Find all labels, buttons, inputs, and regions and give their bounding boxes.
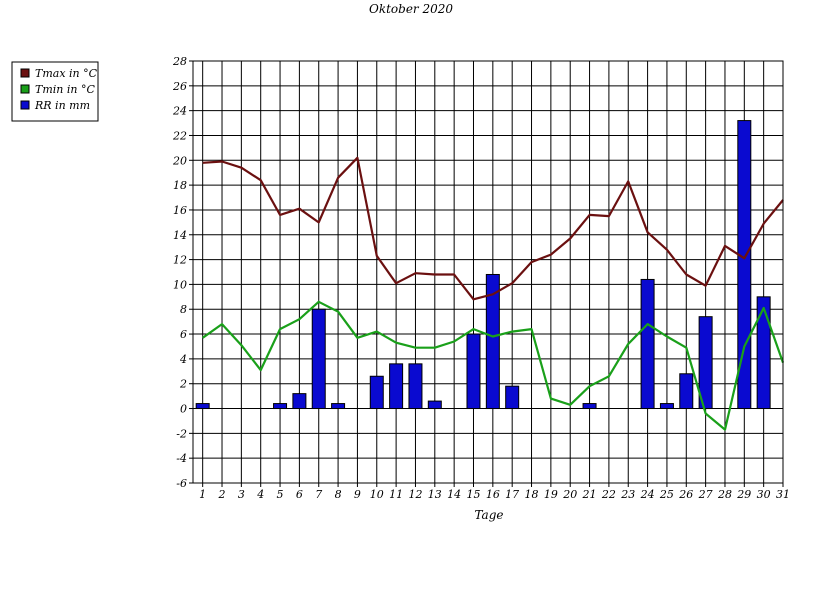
plot-frame — [192, 60, 784, 484]
chart-title: Oktober 2020 — [369, 2, 453, 16]
bar-rr-day-10 — [369, 375, 384, 410]
y-tick-label: -4 — [176, 452, 187, 465]
y-tick-label: 20 — [172, 154, 187, 167]
x-tick-label: 14 — [447, 488, 461, 501]
x-tick-label: 31 — [776, 488, 790, 501]
y-tick-label: 28 — [172, 55, 187, 68]
bar-rr-day-16 — [485, 273, 500, 410]
bar-rr-day-26 — [679, 373, 694, 410]
legend-label-2: RR in mm — [34, 99, 90, 112]
x-tick-label: 21 — [582, 488, 597, 501]
bar-rr-day-15 — [466, 333, 481, 410]
x-tick-label: 16 — [486, 488, 500, 501]
x-tick-label: 28 — [717, 488, 732, 501]
x-tick-label: 20 — [562, 488, 577, 501]
bar-rr-day-7 — [311, 308, 326, 410]
x-tick-label: 11 — [389, 488, 403, 501]
grid — [193, 60, 784, 484]
x-tick-label: 30 — [757, 488, 771, 501]
bar-rr-day-25 — [659, 403, 674, 410]
bar-rr-day-30 — [756, 296, 771, 410]
bar-rr-day-8 — [331, 403, 346, 410]
bar-rr-day-29 — [737, 120, 752, 410]
legend-swatch-0 — [20, 68, 30, 78]
line-series-0 — [202, 156, 784, 301]
y-tick-label: -2 — [176, 427, 187, 440]
x-tick-label: 19 — [544, 488, 558, 501]
x-tick-label: 10 — [370, 488, 384, 501]
y-tick-label: -6 — [176, 477, 187, 490]
x-tick-label: 17 — [505, 488, 519, 501]
y-tick-label: 4 — [179, 353, 187, 366]
x-tick-label: 27 — [698, 488, 713, 501]
x-tick-label: 12 — [408, 488, 422, 501]
x-tick-label: 24 — [640, 488, 655, 501]
y-tick-label: 14 — [173, 229, 187, 242]
legend-label-1: Tmin in °C — [35, 83, 95, 96]
line-series-1 — [202, 300, 785, 431]
y-tick-label: 0 — [180, 403, 187, 416]
x-tick-label: 4 — [256, 488, 264, 501]
y-tick-label: 16 — [173, 204, 187, 217]
x-tick-label: 1 — [199, 488, 206, 501]
x-tick-label: 7 — [315, 488, 322, 501]
x-tick-label: 25 — [659, 488, 674, 501]
legend-swatch-2 — [20, 100, 30, 110]
x-tick-label: 9 — [354, 488, 361, 501]
bar-rr-day-5 — [273, 403, 288, 410]
x-tick-label: 23 — [620, 488, 635, 501]
y-tick-label: 18 — [173, 179, 187, 192]
x-tick-label: 8 — [335, 488, 342, 501]
bar-rr-day-6 — [292, 393, 307, 410]
x-axis-title: Tage — [474, 508, 503, 522]
bar-rr-day-11 — [389, 363, 404, 410]
x-tick-label: 15 — [466, 488, 480, 501]
y-tick-label: 6 — [180, 328, 187, 341]
x-tick-label: 22 — [601, 488, 616, 501]
bar-rr-day-13 — [427, 400, 442, 410]
legend-label-0: Tmax in °C — [35, 67, 98, 80]
bar-rr-day-17 — [505, 385, 520, 410]
x-tick-label: 2 — [218, 488, 226, 501]
y-tick-label: 12 — [173, 254, 187, 267]
temperature-lines — [202, 156, 785, 431]
x-tick-label: 13 — [428, 488, 442, 501]
legend-swatch-1 — [20, 84, 30, 94]
bar-rr-day-1 — [195, 403, 210, 410]
y-tick-label: 10 — [173, 278, 187, 291]
y-tick-label: 22 — [172, 129, 187, 142]
x-tick-label: 18 — [525, 488, 539, 501]
legend: Tmax in °C Tmin in °C RR in mm — [11, 61, 99, 122]
x-tick-label: 29 — [736, 488, 751, 501]
rain-bars — [195, 120, 771, 410]
bar-rr-day-27 — [698, 316, 713, 410]
bar-rr-day-24 — [640, 278, 655, 410]
x-tick-label: 6 — [296, 488, 303, 501]
x-tick-label: 5 — [277, 488, 284, 501]
x-axis-ticks: 1 2 3 4 5 6 7 8 9 10 11 12 13 14 15 16 17 18 19 20 21 22 23 24 2… — [199, 483, 790, 501]
y-tick-label: 2 — [179, 378, 187, 391]
y-tick-label: 26 — [172, 80, 187, 93]
x-tick-label: 26 — [678, 488, 693, 501]
y-tick-label: 24 — [172, 105, 187, 118]
bar-rr-day-21 — [582, 403, 597, 410]
y-tick-label: 8 — [180, 303, 187, 316]
x-tick-label: 3 — [238, 488, 245, 501]
bar-rr-day-12 — [408, 363, 423, 410]
